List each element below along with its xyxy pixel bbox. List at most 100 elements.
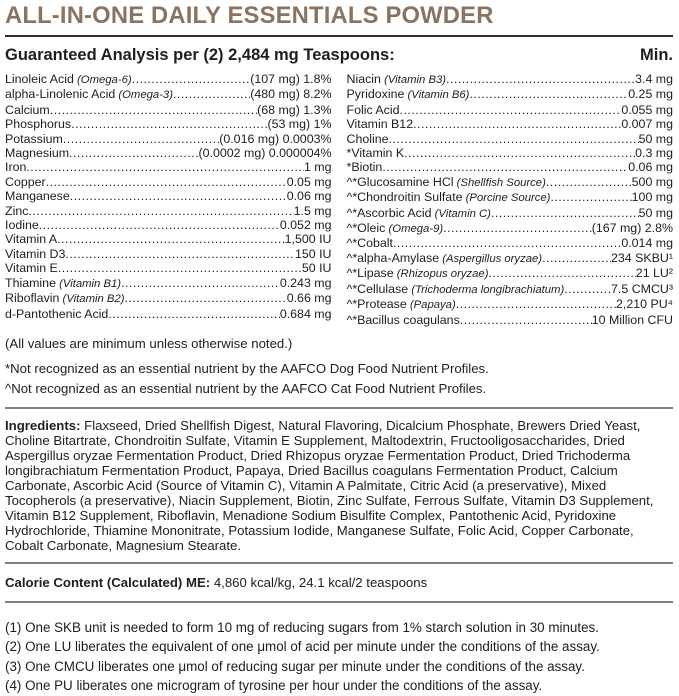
ingredients-divider: [5, 406, 673, 409]
nutrient-name: ^*Chondroitin Sulfate (Porcine Source): [346, 190, 551, 205]
nutrient-value: 1 mg: [303, 160, 332, 175]
minimum-values-note: (All values are minimum unless otherwise…: [5, 335, 293, 351]
dot-leader: [446, 72, 635, 86]
analysis-row: Vitamin D3 150 IU: [5, 247, 332, 261]
footnote-1: (1) One SKB unit is needed to form 10 mg…: [5, 619, 599, 635]
min-column-label: Min.: [640, 46, 673, 64]
dot-leader: [69, 146, 199, 160]
dot-leader: [456, 297, 616, 311]
calorie-label: Calorie Content (Calculated) ME:: [5, 574, 211, 590]
nutrient-value: 0.055 mg: [621, 102, 673, 117]
nutrient-qualifier: (Vitamin B1): [55, 277, 122, 290]
nutrient-name: Linoleic Acid (Omega-6): [5, 72, 132, 86]
nutrient-qualifier: (Vitamin B6): [404, 89, 470, 102]
ingredients-text: Flaxseed, Dried Shellfish Digest, Natura…: [5, 417, 654, 553]
nutrient-value: 0.007 mg: [621, 117, 673, 132]
nutrient-value: 21 LU²: [635, 266, 673, 281]
nutrient-value: 0.052 mg: [279, 218, 332, 233]
nutrient-qualifier: (Rhizopus oryzae): [393, 268, 489, 281]
nutrient-qualifier: (Omega-6): [73, 74, 132, 86]
dot-leader: [28, 204, 293, 218]
nutrient-value: 1.5 mg: [293, 203, 332, 218]
nutrient-value: 0.684 mg: [279, 306, 332, 321]
dot-leader: [132, 72, 251, 86]
dot-leader: [26, 160, 304, 174]
nutrient-name: Iodine: [5, 218, 39, 233]
nutrient-value: 7.5 CMCU³: [611, 281, 673, 296]
nutrient-qualifier: (Porcine Source): [462, 192, 551, 205]
dot-leader: [70, 189, 287, 203]
nutrient-value: 3.4 mg: [635, 72, 673, 86]
nutrient-name: Thiamine (Vitamin B1): [5, 275, 122, 290]
analysis-row: alpha-Linolenic Acid (Omega-3) (480 mg) …: [5, 87, 332, 102]
nutrient-name: Zinc: [5, 203, 29, 218]
nutrient-name: Niacin (Vitamin B3): [346, 72, 447, 86]
nutrient-value: (107 mg) 1.8%: [250, 72, 332, 86]
nutrient-name: Magnesium: [5, 146, 70, 161]
nutrient-value: (53 mg) 1%: [267, 117, 332, 132]
nutrient-name: alpha-Linolenic Acid (Omega-3): [5, 87, 173, 102]
dot-leader: [65, 247, 295, 261]
analysis-row: Calcium (68 mg) 1.3%: [5, 103, 332, 117]
nutrient-value: (480 mg) 8.2%: [250, 87, 332, 102]
nutrient-name: Iron: [5, 160, 27, 175]
analysis-row: ^*Chondroitin Sulfate (Porcine Source) 1…: [347, 190, 674, 205]
dot-leader: [443, 221, 592, 235]
analysis-row: Iodine 0.052 mg: [5, 218, 332, 232]
dot-leader: [71, 117, 267, 131]
footnote-2: (2) One LU liberates the equivalent of o…: [5, 639, 600, 655]
nutrient-value: 50 mg: [638, 131, 673, 146]
nutrient-name: Choline: [346, 131, 389, 146]
nutrient-name: ^*Oleic (Omega-9): [346, 221, 444, 236]
nutrient-value: 50 mg: [638, 205, 673, 220]
nutrient-name: ^*Protease (Papaya): [346, 297, 456, 312]
analysis-row: Phosphorus (53 mg) 1%: [5, 117, 332, 131]
nutrient-name: Vitamin D3: [5, 246, 66, 261]
footnote-4: (4) One PU liberates one microgram of ty…: [5, 678, 543, 694]
dot-leader: [460, 313, 592, 327]
nutrient-name: ^*Lipase (Rhizopus oryzae): [346, 266, 489, 281]
aafco-cat-note: ^Not recognized as an essential nutrient…: [5, 380, 487, 396]
nutrient-name: Potassium: [5, 131, 63, 146]
nutrient-value: 50 IU: [301, 261, 332, 276]
nutrient-value: 2,210 PU⁴: [616, 297, 673, 312]
nutrient-name: ^*alpha-Amylase (Aspergillus oryzae): [346, 250, 543, 265]
nutrient-value: 10 Million CFU: [591, 312, 673, 327]
nutrient-qualifier: (Shellfish Source): [453, 176, 546, 189]
nutrient-qualifier: (Trichoderma longibrachiatum): [408, 283, 565, 296]
nutrient-qualifier: (Omega-3): [115, 89, 173, 102]
dot-leader: [542, 251, 611, 265]
nutrient-name: Copper: [5, 174, 46, 189]
analysis-row: *Biotin 0.06 mg: [347, 160, 674, 174]
nutrient-qualifier: (Vitamin B2): [59, 293, 125, 306]
dot-leader: [393, 236, 621, 250]
dot-leader: [57, 232, 285, 246]
nutrient-name: ^*Ascorbic Acid (Vitamin C): [346, 205, 491, 220]
nutrient-value: 150 IU: [294, 246, 332, 261]
nutrient-name: ^*Bacillus coagulans: [346, 312, 460, 327]
analysis-row: Choline 50 mg: [347, 132, 674, 146]
analysis-row: ^*Cobalt 0.014 mg: [347, 236, 674, 250]
calorie-value: 4,860 kcal/kg, 24.1 kcal/2 teaspoons: [213, 574, 428, 590]
nutrient-name: Folic Acid: [346, 102, 400, 117]
nutrient-name: ^*Cobalt: [346, 236, 393, 251]
analysis-row: Zinc 1.5 mg: [5, 204, 332, 218]
analysis-row: Vitamin B12 0.007 mg: [347, 117, 674, 131]
dot-leader: [63, 132, 219, 146]
nutrient-value: (0.016 mg) 0.0003%: [219, 131, 332, 146]
analysis-row: ^*Glucosamine HCl (Shellfish Source) 500…: [347, 175, 674, 190]
nutrient-name: ^*Glucosamine HCl (Shellfish Source): [346, 174, 546, 189]
analysis-row: Pyridoxine (Vitamin B6) 0.25 mg: [347, 87, 674, 102]
analysis-row: Copper 0.05 mg: [5, 175, 332, 189]
nutrient-value: 0.014 mg: [621, 236, 673, 251]
analysis-columns: Linoleic Acid (Omega-6) (107 mg) 1.8% al…: [5, 72, 673, 327]
analysis-row: Iron 1 mg: [5, 160, 332, 174]
analysis-column-right: Niacin (Vitamin B3) 3.4 mg Pyridoxine (V…: [347, 72, 674, 327]
nutrient-value: 234 SKBU¹: [611, 250, 673, 265]
guaranteed-analysis-heading: Guaranteed Analysis per (2) 2,484 mg Tea…: [5, 46, 395, 64]
analysis-row: ^*Lipase (Rhizopus oryzae) 21 LU²: [347, 266, 674, 281]
nutrient-value: 0.06 mg: [286, 189, 332, 204]
nutrient-name: Vitamin B12: [346, 117, 414, 132]
nutrient-value: (0.0002 mg) 0.000004%: [198, 146, 332, 161]
